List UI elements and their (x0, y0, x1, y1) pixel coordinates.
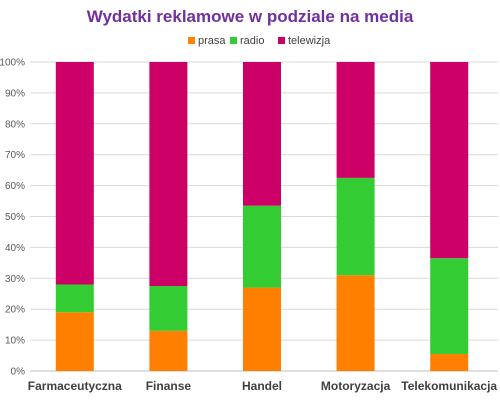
bar-segment-prasa (55, 312, 94, 371)
y-tick-label: 80% (5, 119, 25, 130)
legend-swatch-radio (230, 37, 237, 44)
bar-segment-radio (243, 205, 281, 288)
legend-swatch-telewizja (278, 37, 285, 44)
y-tick-label: 40% (5, 243, 25, 254)
y-tick-label: 10% (5, 336, 25, 347)
bar-segment-radio (55, 284, 94, 313)
y-tick-label: 20% (5, 305, 25, 316)
y-tick-label: 70% (5, 150, 25, 161)
bar-segment-radio (149, 286, 188, 331)
y-tick-label: 0% (11, 367, 26, 378)
legend-label-prasa: prasa (198, 35, 226, 47)
bar-segment-telewizja (243, 62, 281, 206)
bar-segment-prasa (336, 275, 375, 371)
y-axis: 0% 10% 20% 30% 40% 50% 60% 70% 80% 90% 100% (0, 58, 25, 378)
bar-segment-telewizja (430, 62, 469, 259)
bar-segment-telewizja (55, 62, 94, 285)
bar-segment-prasa (243, 287, 281, 371)
x-axis: Farmaceutyczna Finanse Handel Motoryzacja Te… (28, 379, 498, 393)
legend-label-telewizja: telewizja (288, 35, 331, 47)
bar-segment-telewizja (149, 62, 188, 287)
legend-swatch-prasa (188, 37, 195, 44)
bar-segment-radio (430, 258, 469, 355)
y-tick-label: 60% (5, 181, 25, 192)
x-tick-label: Motoryzacja (321, 379, 391, 393)
chart-title: Wydatki reklamowe w podziale na media (87, 7, 414, 26)
x-tick-label: Finanse (146, 379, 192, 393)
legend-label-radio: radio (240, 35, 264, 47)
y-tick-label: 100% (0, 58, 25, 69)
y-tick-label: 30% (5, 274, 25, 285)
x-tick-label: Handel (242, 379, 282, 393)
y-tick-label: 90% (5, 88, 25, 99)
legend: prasa radio telewizja (188, 35, 331, 47)
bars (55, 62, 469, 371)
bar-segment-prasa (149, 330, 188, 371)
bar-segment-radio (336, 177, 375, 276)
x-tick-label: Telekomunikacja (401, 379, 497, 393)
x-tick-label: Farmaceutyczna (28, 379, 122, 393)
bar-segment-telewizja (336, 62, 375, 178)
bar-segment-prasa (430, 354, 469, 371)
y-tick-label: 50% (5, 212, 25, 223)
